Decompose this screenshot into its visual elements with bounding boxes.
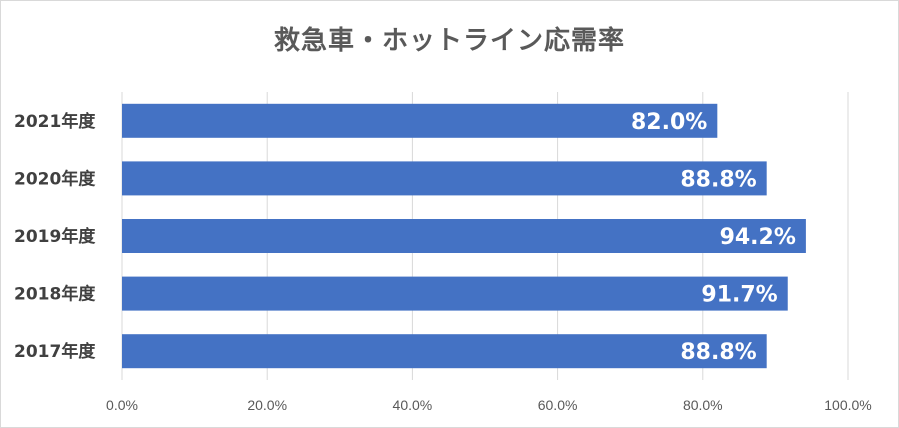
bar-2 bbox=[122, 219, 806, 253]
bar-4 bbox=[122, 334, 767, 369]
x-tick-label-1: 20.0% bbox=[247, 397, 287, 413]
bar-3 bbox=[122, 276, 788, 311]
data-label-3: 91.7% bbox=[701, 283, 777, 308]
chart-title: 救急車・ホットライン応需率 bbox=[273, 26, 625, 56]
category-label-4: 2017年度 bbox=[14, 341, 96, 362]
x-tick-label-3: 60.0% bbox=[538, 397, 578, 413]
x-tick-label-4: 80.0% bbox=[683, 397, 723, 413]
data-label-4: 88.8% bbox=[680, 340, 756, 365]
category-label-2: 2019年度 bbox=[14, 226, 96, 247]
bar-0 bbox=[122, 103, 718, 138]
data-label-1: 88.8% bbox=[680, 167, 756, 192]
data-label-2: 94.2% bbox=[720, 225, 796, 250]
category-label-1: 2020年度 bbox=[14, 168, 96, 189]
x-tick-label-2: 40.0% bbox=[393, 397, 433, 413]
x-tick-label-0: 0.0% bbox=[106, 397, 138, 413]
bar-1 bbox=[122, 161, 767, 196]
data-label-0: 82.0% bbox=[631, 110, 707, 135]
category-label-3: 2018年度 bbox=[14, 284, 96, 305]
x-tick-label-5: 100.0% bbox=[824, 397, 871, 413]
category-label-0: 2021年度 bbox=[14, 111, 96, 132]
